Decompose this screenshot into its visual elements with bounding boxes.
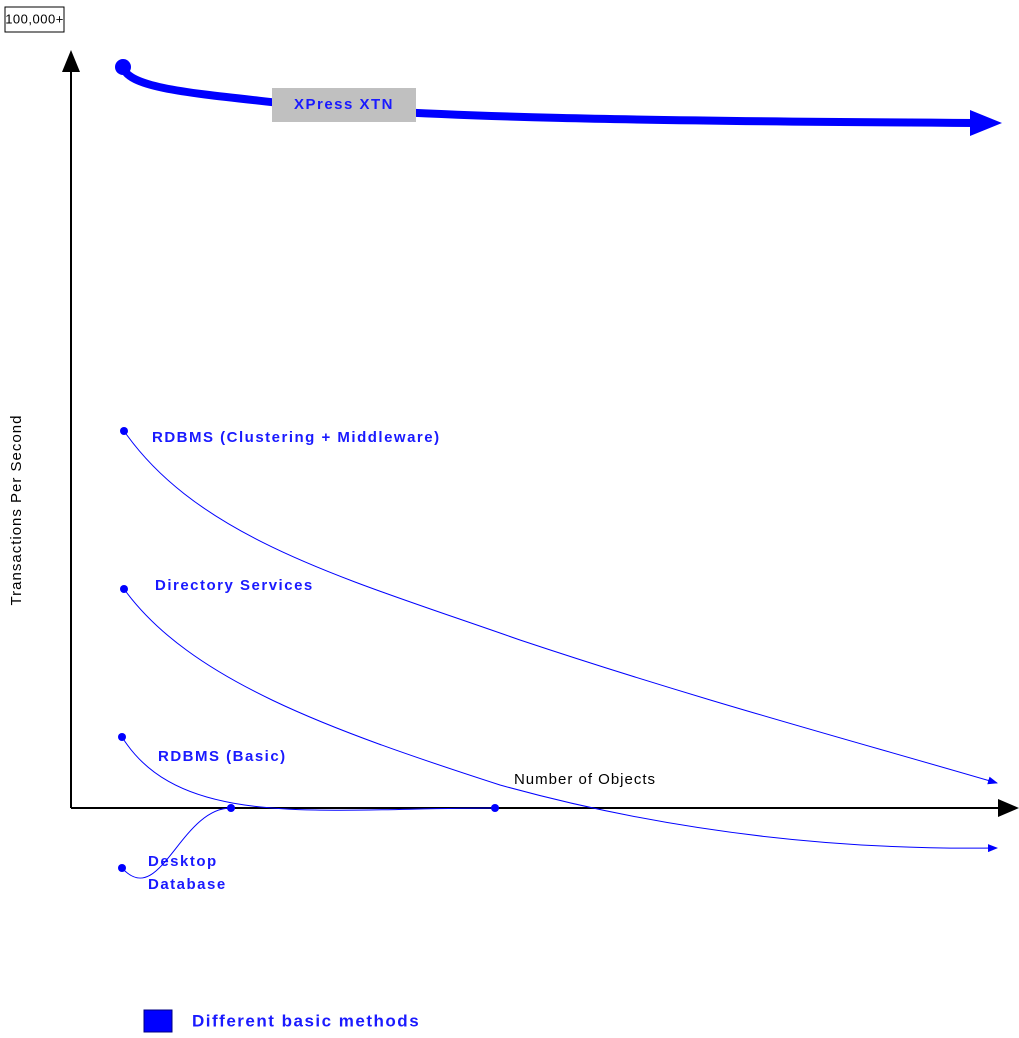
curve-label: RDBMS (Clustering + Middleware) (152, 429, 441, 446)
curve (119, 65, 976, 127)
top-label-box (4, 6, 65, 33)
curve-label: XPress XTN (294, 96, 394, 113)
legend-label: Different basic methods (192, 1011, 420, 1030)
curve (123, 588, 998, 853)
curve-label: Directory Services (155, 577, 314, 594)
curve (121, 807, 232, 879)
curve (123, 430, 998, 785)
top-label: 100,000+ (5, 11, 64, 26)
curve-label: RDBMS (Basic) (158, 748, 287, 765)
curve-label: Desktop (148, 853, 218, 870)
y-title: Transactions Per Second (8, 415, 25, 606)
label-box (272, 88, 416, 122)
y-arrow (62, 50, 80, 72)
curve (121, 736, 496, 811)
x-arrow (998, 799, 1019, 817)
curve-end (491, 804, 499, 812)
curve-label: Database (148, 876, 227, 893)
legend-swatch (143, 1009, 173, 1033)
curve-arrow (970, 110, 1002, 136)
x-title: Number of Objects (514, 771, 656, 788)
